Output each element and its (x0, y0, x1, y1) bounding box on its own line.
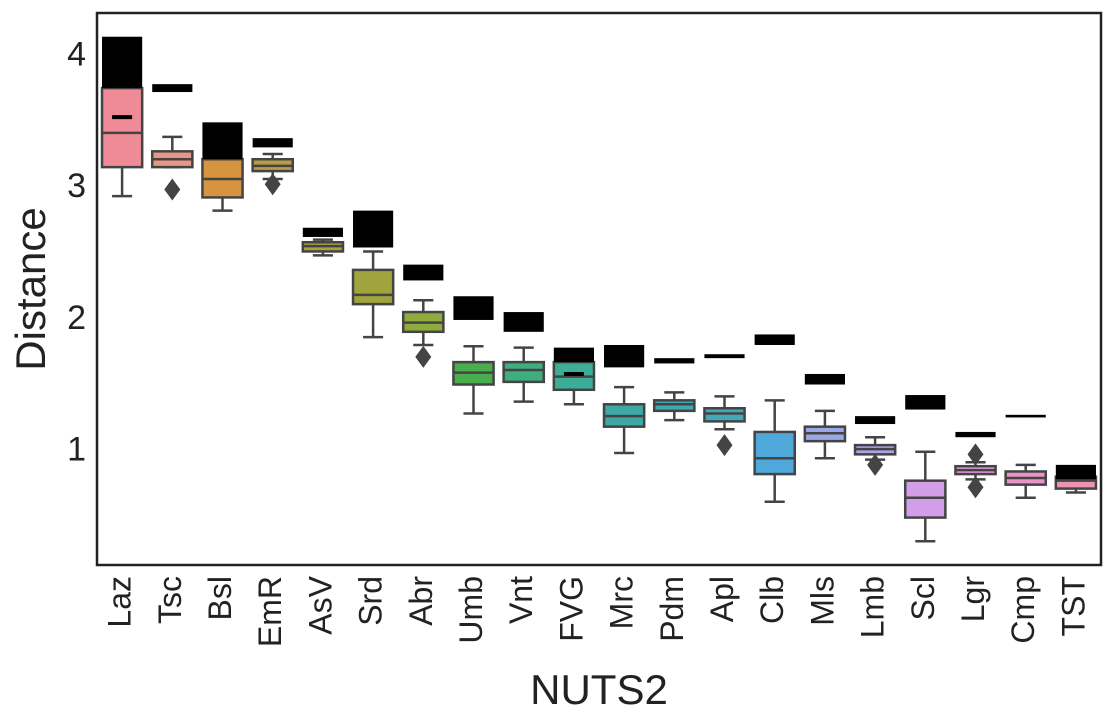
range-band (252, 138, 293, 148)
x-tick-label: Laz (102, 576, 138, 628)
box (703, 406, 746, 423)
range-band (152, 84, 193, 93)
range-band (604, 344, 645, 368)
range-band (302, 227, 343, 237)
range-band (1005, 414, 1046, 418)
x-tick-label: Pdm (654, 576, 690, 642)
box (903, 479, 947, 519)
x-tick-label: Apl (704, 576, 740, 622)
outlier (967, 443, 984, 466)
x-tick-label: Lgr (955, 576, 991, 623)
outlier (867, 453, 884, 476)
x-tick-label: Umb (453, 576, 489, 644)
range-band (553, 347, 594, 363)
outlier (264, 173, 281, 196)
range-band (704, 354, 745, 359)
outlier (164, 178, 181, 201)
plot-frame (95, 11, 1103, 567)
range-band (654, 358, 695, 364)
x-tick-label: Abr (403, 576, 439, 626)
x-tick-label: Scl (905, 576, 941, 620)
x-tick-label: Mrc (604, 576, 640, 629)
range-band (102, 36, 143, 89)
x-tick-label: TST (1055, 576, 1091, 636)
x-tick-label: Cmp (1005, 576, 1041, 644)
range-band (905, 395, 946, 410)
outlier (967, 476, 984, 499)
outlier (415, 345, 432, 368)
x-tick-label: Mls (804, 576, 840, 626)
outlier (716, 434, 733, 457)
x-tick-label: AsV (302, 575, 338, 634)
box (753, 430, 797, 476)
x-tick-label: Clb (754, 576, 790, 624)
x-tick-label: Srd (353, 576, 389, 626)
box (351, 268, 395, 306)
range-band (855, 416, 896, 425)
range-band (804, 373, 845, 385)
y-tick-label: 1 (67, 431, 86, 469)
x-tick-label: EmR (252, 576, 288, 647)
x-tick-label: Vnt (503, 576, 539, 624)
range-band (202, 122, 243, 160)
range-band (955, 431, 996, 438)
y-axis-label: Distance (7, 207, 54, 370)
box (502, 360, 546, 384)
range-band (1055, 464, 1096, 480)
box (652, 399, 696, 413)
x-tick-label: Bsl (202, 576, 238, 620)
range-band (403, 264, 444, 281)
y-tick-label: 2 (67, 299, 86, 337)
range-band (754, 334, 795, 345)
y-tick-label: 3 (67, 167, 86, 205)
x-tick-label: Tsc (152, 576, 188, 624)
x-tick-label: FVG (553, 576, 589, 642)
x-axis-label: NUTS2 (530, 666, 668, 712)
range-band (503, 312, 544, 332)
range-band (453, 296, 494, 320)
box (100, 86, 144, 169)
y-tick-label: 4 (67, 35, 86, 73)
x-tick-label: Lmb (855, 576, 891, 638)
range-band (353, 210, 394, 248)
